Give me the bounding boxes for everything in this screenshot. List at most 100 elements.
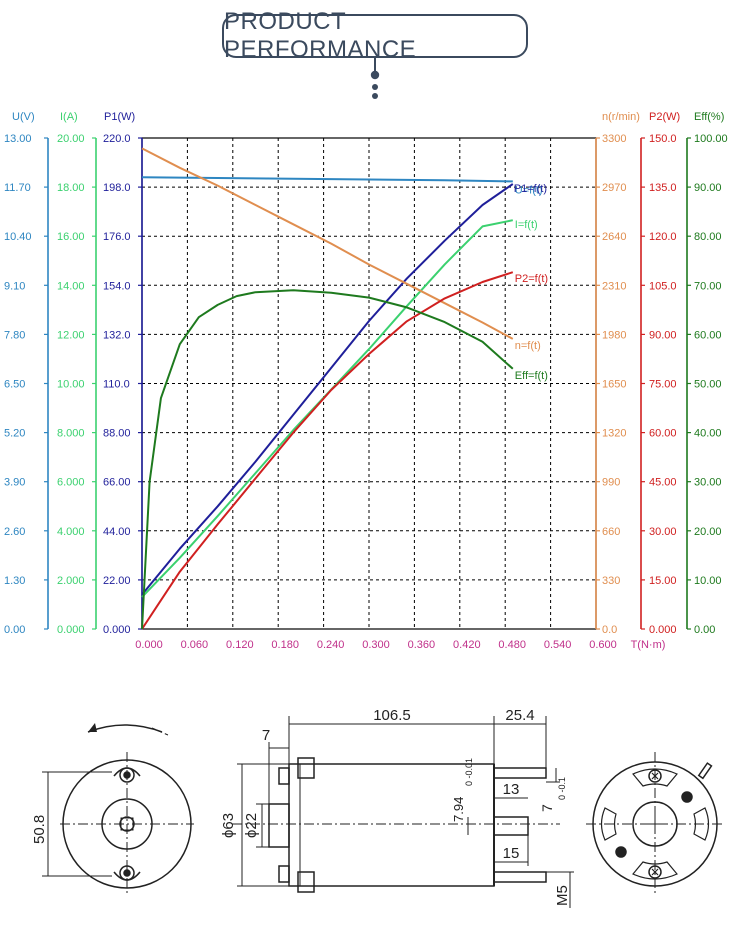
u-axis-title: U(V) bbox=[12, 111, 35, 123]
dimension-lines bbox=[237, 716, 574, 908]
chart-grid bbox=[141, 137, 597, 630]
u-tick-label: 1.30 bbox=[4, 575, 25, 587]
dim-25-4: 25.4 bbox=[505, 707, 534, 724]
u-tick-label: 11.70 bbox=[4, 182, 31, 194]
u-series-line bbox=[141, 176, 513, 183]
n-series-line bbox=[141, 147, 514, 340]
p2-tick-label: 0.000 bbox=[649, 624, 677, 636]
eff-tick-label: 100.00 bbox=[694, 133, 728, 145]
i-tick-label: 18.00 bbox=[57, 182, 85, 194]
eff-tick-label: 70.00 bbox=[694, 280, 722, 292]
x-tick-label: 0.300 bbox=[362, 639, 390, 651]
u-tick-label: 13.00 bbox=[4, 133, 32, 145]
p2-series-line bbox=[141, 271, 514, 630]
n-tick-label: 2310 bbox=[602, 280, 626, 292]
x-tick-label: 0.120 bbox=[226, 639, 254, 651]
p1-tick-label: 66.00 bbox=[103, 477, 131, 489]
eff-series-label: Eff=f(t) bbox=[515, 370, 548, 382]
i-tick-label: 2.000 bbox=[57, 575, 85, 587]
i-tick-label: 4.000 bbox=[57, 526, 85, 538]
p1-tick-label: 220.0 bbox=[103, 133, 131, 145]
p2-tick-label: 45.00 bbox=[649, 477, 677, 489]
eff-tick-label: 60.00 bbox=[694, 329, 722, 341]
n-tick-label: 3300 bbox=[602, 133, 626, 145]
i-series-line bbox=[141, 219, 514, 598]
u-tick-label: 0.00 bbox=[4, 624, 25, 636]
n-axis-title: n(r/min) bbox=[602, 111, 640, 123]
p2-tick-label: 15.00 bbox=[649, 575, 677, 587]
front-view bbox=[42, 723, 194, 896]
x-tick-label: 0.180 bbox=[271, 639, 299, 651]
i-tick-label: 6.000 bbox=[57, 477, 85, 489]
dim-13: 13 bbox=[503, 781, 520, 798]
x-tick-label: 0.240 bbox=[317, 639, 345, 651]
n-tick-label: 1980 bbox=[602, 329, 626, 341]
p2-tick-label: 75.00 bbox=[649, 379, 677, 391]
p2-axis-title: P2(W) bbox=[649, 111, 680, 123]
i-tick-label: 12.00 bbox=[57, 329, 85, 341]
rear-view-screws bbox=[651, 772, 659, 876]
p2-tick-label: 90.00 bbox=[649, 329, 677, 341]
n-tick-label: 0.0 bbox=[602, 624, 617, 636]
x-tick-label: 0.480 bbox=[498, 639, 526, 651]
p1-tick-label: 198.0 bbox=[103, 182, 131, 194]
p1-series-label: P1=f(t) bbox=[514, 183, 547, 195]
u-tick-label: 10.40 bbox=[4, 231, 32, 243]
i-tick-label: 8.000 bbox=[57, 428, 85, 440]
p2-tick-label: 150.0 bbox=[649, 133, 677, 145]
side-view bbox=[232, 757, 560, 893]
u-tick-label: 7.80 bbox=[4, 329, 25, 341]
p1-series-line bbox=[141, 183, 514, 596]
x-tick-label: 0.060 bbox=[181, 639, 209, 651]
i-tick-label: 10.00 bbox=[57, 379, 85, 391]
u-tick-label: 2.60 bbox=[4, 526, 25, 538]
eff-tick-label: 40.00 bbox=[694, 428, 722, 440]
n-tick-label: 2640 bbox=[602, 231, 626, 243]
n-tick-label: 990 bbox=[602, 477, 620, 489]
n-tick-label: 330 bbox=[602, 575, 620, 587]
p2-tick-label: 30.00 bbox=[649, 526, 677, 538]
chart-series bbox=[141, 147, 514, 630]
i-tick-label: 20.00 bbox=[57, 133, 85, 145]
x-axis-label: T(N·m) bbox=[631, 639, 666, 651]
p1-tick-label: 0.000 bbox=[103, 624, 131, 636]
page-title: PRODUCT PERFORMANCE bbox=[222, 8, 528, 63]
eff-tick-label: 80.00 bbox=[694, 231, 722, 243]
title-connector bbox=[370, 58, 380, 99]
dim-106-5: 106.5 bbox=[373, 707, 411, 724]
eff-tick-label: 90.00 bbox=[694, 182, 722, 194]
eff-series-line bbox=[141, 289, 514, 630]
u-series-label: U=f(t) bbox=[515, 184, 543, 196]
chart-labels: 0.000 0.060 0.120 0.180 0.240 0.300 0.360 0.420… bbox=[4, 111, 728, 651]
dim-7-tol: 0 -0.1 bbox=[557, 777, 567, 800]
p1-tick-label: 154.0 bbox=[103, 280, 131, 292]
u-tick-label: 3.90 bbox=[4, 477, 25, 489]
performance-chart: 0.000 0.060 0.120 0.180 0.240 0.300 0.360 0.420… bbox=[4, 111, 728, 651]
n-series-label: n=f(t) bbox=[515, 340, 541, 352]
u-tick-label: 6.50 bbox=[4, 379, 25, 391]
eff-axis-title: Eff(%) bbox=[694, 111, 724, 123]
dim-50-8: 50.8 bbox=[31, 815, 48, 844]
rear-view bbox=[586, 752, 724, 896]
x-tick-label: 0.000 bbox=[135, 639, 163, 651]
x-tick-label: 0.540 bbox=[544, 639, 572, 651]
p1-tick-label: 22.00 bbox=[103, 575, 131, 587]
dim-7-94-tol: 0 -0.01 bbox=[464, 758, 474, 786]
rotation-arrow-icon bbox=[88, 723, 97, 732]
dim-7: 7 bbox=[262, 727, 270, 744]
n-tick-label: 1320 bbox=[602, 428, 626, 440]
eff-tick-label: 50.00 bbox=[694, 379, 722, 391]
i-tick-label: 16.00 bbox=[57, 231, 85, 243]
i-tick-label: 14.00 bbox=[57, 280, 85, 292]
motor-drawing: 50.8 106.5 25.4 bbox=[31, 707, 724, 908]
dim-m5: M5 bbox=[554, 885, 571, 906]
p2-tick-label: 105.0 bbox=[649, 280, 677, 292]
p1-tick-label: 88.00 bbox=[103, 428, 131, 440]
dim-phi-22: ϕ22 bbox=[243, 813, 260, 838]
u-tick-label: 5.20 bbox=[4, 428, 25, 440]
p2-series-label: P2=f(t) bbox=[515, 273, 548, 285]
p2-tick-label: 135.0 bbox=[649, 182, 677, 194]
dim-7-top: 7 bbox=[539, 804, 555, 812]
p1-tick-label: 110.0 bbox=[103, 379, 130, 391]
eff-tick-label: 20.00 bbox=[694, 526, 722, 538]
